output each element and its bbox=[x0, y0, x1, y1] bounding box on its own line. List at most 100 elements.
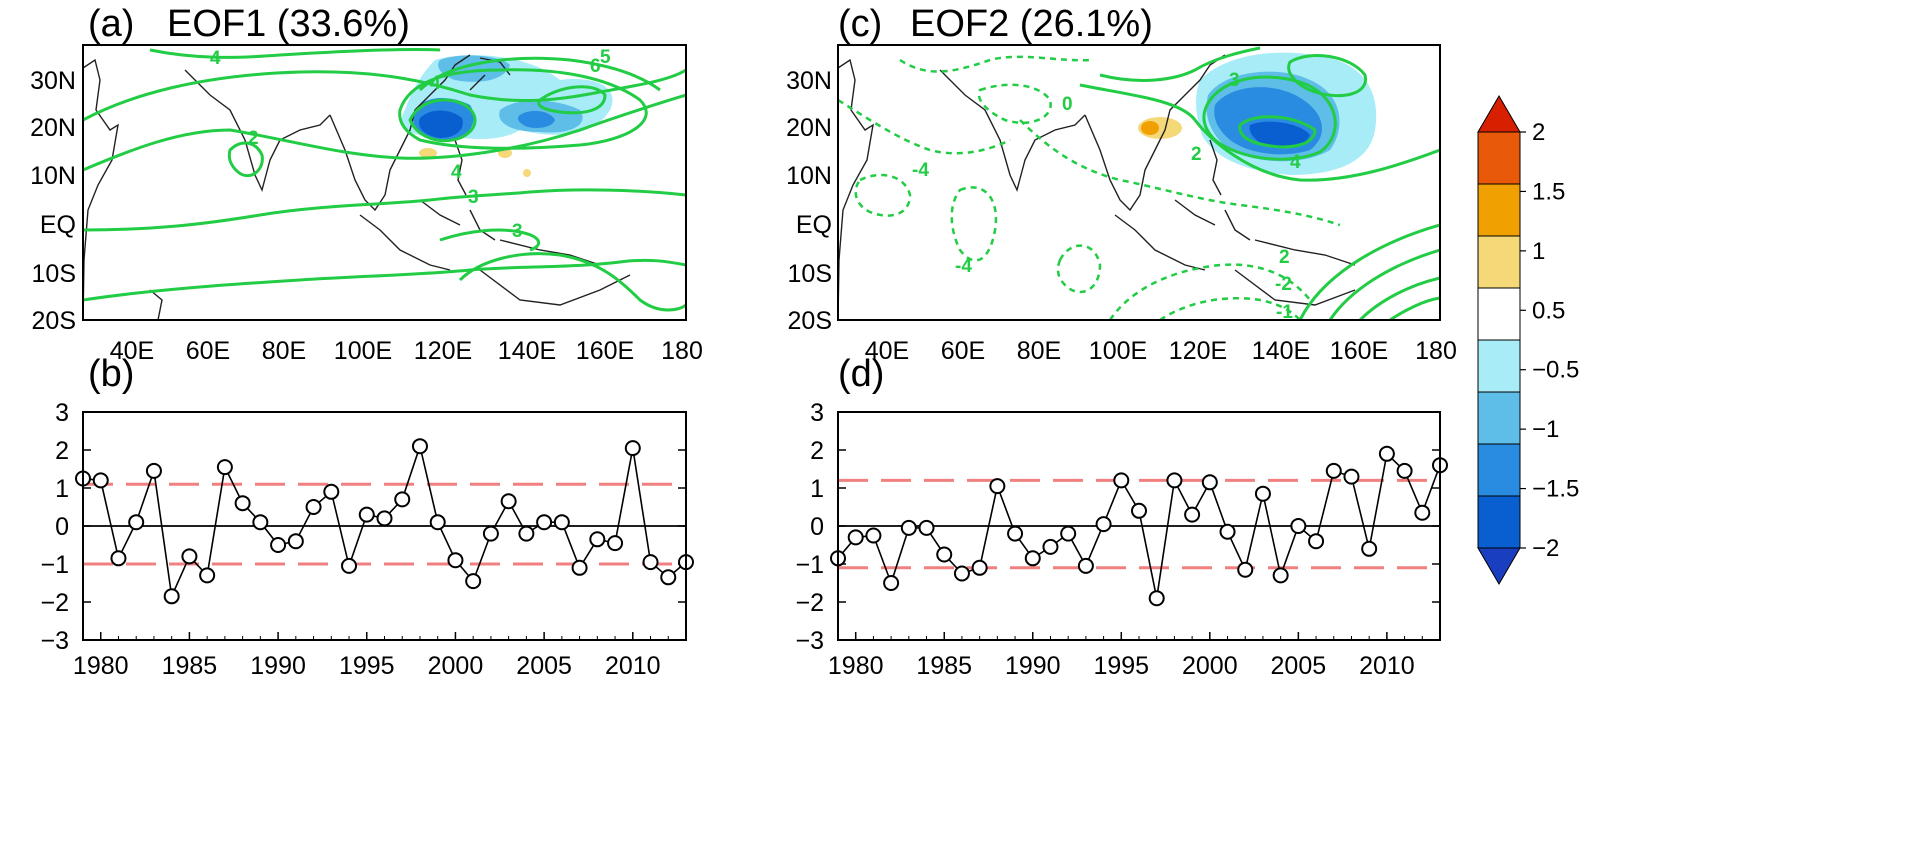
y-tick-label: 0 bbox=[55, 513, 69, 541]
data-point bbox=[305, 499, 322, 515]
lat-tick: EQ bbox=[40, 211, 76, 239]
data-point bbox=[465, 573, 482, 590]
map-c-frame bbox=[837, 44, 1441, 321]
data-point bbox=[989, 478, 1006, 495]
contour-label-a: 3 bbox=[468, 187, 479, 208]
data-point bbox=[900, 519, 917, 536]
data-point bbox=[1237, 561, 1254, 578]
data-point bbox=[1308, 533, 1325, 550]
map-a-frame bbox=[82, 44, 687, 321]
data-point bbox=[482, 525, 499, 542]
x-tick-label: 2005 bbox=[1271, 652, 1327, 680]
map-panel-a: (a) EOF1 (33.6%) bbox=[30, 3, 703, 365]
y-tick-label: 3 bbox=[810, 399, 824, 427]
lat-tick: 30N bbox=[30, 67, 76, 95]
data-point bbox=[252, 514, 269, 531]
x-tick-label: 1990 bbox=[1005, 652, 1061, 680]
contour-a-3 bbox=[149, 47, 441, 59]
contour-a-6 bbox=[398, 68, 648, 150]
x-tick-label: 2005 bbox=[516, 652, 572, 680]
colorbar-box bbox=[1477, 443, 1521, 497]
colorbar-box bbox=[1477, 287, 1521, 341]
data-point bbox=[199, 567, 216, 584]
contour-label-a: 5 bbox=[600, 47, 611, 68]
contour-label-c: 3 bbox=[1229, 70, 1240, 91]
contour-c-9 bbox=[1298, 223, 1440, 320]
data-point bbox=[1148, 590, 1165, 607]
contour-c-dash-1 bbox=[838, 98, 1011, 155]
data-point bbox=[518, 525, 535, 542]
lat-tick: 10S bbox=[32, 260, 76, 288]
map-c-lon-ticks: 40E 60E 80E 100E 120E 140E 160E 180 bbox=[865, 337, 1457, 365]
coastline-africa-arabia-c bbox=[838, 58, 874, 320]
contour-label-a: 4 bbox=[210, 48, 221, 69]
colorbar-box bbox=[1477, 131, 1521, 185]
contour-c-dash-3 bbox=[899, 55, 1091, 73]
negative-shading-a-east-core bbox=[517, 110, 555, 128]
data-point bbox=[607, 535, 624, 552]
map-a-field: 4 2 4 4 3 3 6 5 bbox=[83, 47, 686, 320]
lon-tick: 160E bbox=[1330, 337, 1388, 365]
coastline-philippines-a bbox=[454, 139, 467, 196]
x-tick-label: 2000 bbox=[428, 652, 484, 680]
negative-shading-c-inner bbox=[1249, 121, 1310, 148]
coastline-maritime-a bbox=[359, 199, 631, 306]
data-point bbox=[1343, 468, 1360, 485]
positive-shading-a-3 bbox=[523, 169, 531, 177]
coastline-madagascar-a bbox=[149, 289, 163, 320]
data-point bbox=[394, 491, 411, 508]
colorbar-box bbox=[1477, 183, 1521, 237]
colorbar-label: −0.5 bbox=[1532, 357, 1579, 384]
data-point bbox=[1219, 523, 1236, 540]
data-point bbox=[341, 557, 358, 574]
contour-label-a: 6 bbox=[590, 56, 601, 77]
coastline-indochina-a bbox=[329, 54, 471, 212]
lon-tick: 60E bbox=[186, 337, 230, 365]
colorbar-label: −2 bbox=[1532, 535, 1559, 562]
data-point bbox=[1290, 518, 1307, 534]
data-point bbox=[1361, 540, 1378, 557]
contour-label-c: -1 bbox=[1276, 302, 1293, 323]
data-point bbox=[553, 514, 570, 531]
data-point bbox=[571, 559, 588, 576]
contour-c-dash-9 bbox=[977, 83, 1052, 125]
data-point bbox=[1254, 485, 1271, 502]
colorbar-label: 1.5 bbox=[1532, 178, 1565, 205]
contour-c-5 bbox=[1099, 46, 1261, 82]
map-c-field: 3 0 2 4 -4 -4 2 -2 -1 bbox=[838, 46, 1440, 323]
data-point bbox=[110, 550, 127, 567]
colorbar-top-arrow bbox=[1477, 95, 1521, 133]
data-point bbox=[1131, 502, 1147, 519]
data-point bbox=[589, 531, 606, 548]
lat-tick: 10S bbox=[788, 260, 832, 288]
contour-a-5 bbox=[408, 98, 477, 143]
y-tick-label: 3 bbox=[55, 399, 69, 427]
x-tick-label: 1985 bbox=[916, 652, 972, 680]
contour-a-12 bbox=[439, 228, 541, 252]
data-point bbox=[971, 559, 988, 576]
y-tick-label: −1 bbox=[795, 551, 824, 579]
y-tick-label: −3 bbox=[40, 627, 69, 655]
data-point bbox=[411, 438, 428, 455]
data-point bbox=[447, 552, 464, 569]
lon-tick: 160E bbox=[576, 337, 634, 365]
x-tick-label: 2000 bbox=[1182, 652, 1238, 680]
contour-label-c: 0 bbox=[1062, 94, 1073, 115]
colorbar-box bbox=[1477, 339, 1521, 393]
data-point bbox=[883, 575, 900, 591]
contour-label-c: 2 bbox=[1279, 247, 1290, 268]
negative-shading-a-core bbox=[419, 110, 463, 138]
data-point bbox=[429, 514, 446, 531]
plot-frame bbox=[837, 411, 1441, 641]
x-tick-label: 1980 bbox=[828, 652, 884, 680]
data-point bbox=[1184, 506, 1201, 523]
data-point bbox=[1095, 516, 1112, 533]
map-title-c: EOF2 (26.1%) bbox=[910, 3, 1153, 45]
lat-tick: 20N bbox=[30, 114, 76, 142]
data-point bbox=[1113, 472, 1130, 489]
contour-label-c: 4 bbox=[1290, 152, 1301, 173]
contour-label-c: -2 bbox=[1275, 274, 1292, 295]
contour-c-dash-2 bbox=[950, 186, 998, 262]
x-tick-label: 1985 bbox=[162, 652, 218, 680]
data-point bbox=[163, 588, 180, 605]
